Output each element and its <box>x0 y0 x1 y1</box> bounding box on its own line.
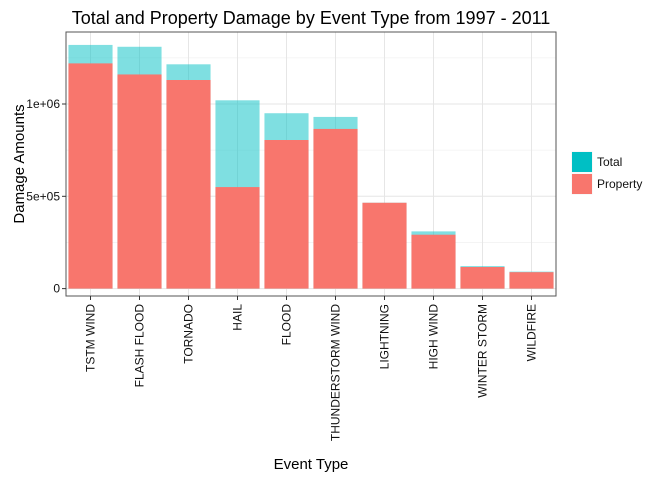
chart-title: Total and Property Damage by Event Type … <box>72 8 551 28</box>
property-bar <box>509 272 554 289</box>
legend-swatch-property <box>572 174 592 194</box>
y-axis: 0 5e+05 1e+06 <box>26 97 66 296</box>
x-tick-label: WILDFIRE <box>525 304 539 361</box>
property-bar <box>215 187 260 289</box>
legend-label-total: Total <box>597 155 622 169</box>
property-bar <box>117 74 162 289</box>
legend-swatch-total <box>572 152 592 172</box>
property-bars <box>68 63 554 289</box>
x-axis: TSTM WIND FLASH FLOOD TORNADO HAIL FLOOD THUN… <box>84 296 539 441</box>
x-tick-label: WINTER STORM <box>476 304 490 398</box>
x-axis-title: Event Type <box>274 456 349 473</box>
y-tick-label: 5e+05 <box>26 189 60 203</box>
property-bar <box>460 267 505 289</box>
x-tick-label: HAIL <box>231 304 245 331</box>
x-tick-label: TSTM WIND <box>84 304 98 372</box>
y-tick-label: 1e+06 <box>26 97 60 111</box>
legend: Total Property <box>570 150 642 196</box>
x-tick-label: HIGH WIND <box>427 304 441 370</box>
property-bar <box>68 63 113 289</box>
plot-border <box>65 31 557 297</box>
property-bar <box>362 202 407 289</box>
x-tick-label: THUNDERSTORM WIND <box>329 304 343 441</box>
property-bar <box>313 128 358 289</box>
x-tick-label: TORNADO <box>182 304 196 364</box>
y-axis-title: Damage Amounts <box>11 104 28 223</box>
legend-label-property: Property <box>597 177 642 191</box>
x-tick-label: FLOOD <box>280 304 294 346</box>
property-bar <box>166 80 211 289</box>
property-bar <box>411 234 456 289</box>
y-tick-label: 0 <box>53 282 60 296</box>
x-tick-label: LIGHTNING <box>378 304 392 369</box>
property-bar <box>264 140 309 289</box>
x-tick-label: FLASH FLOOD <box>133 304 147 388</box>
